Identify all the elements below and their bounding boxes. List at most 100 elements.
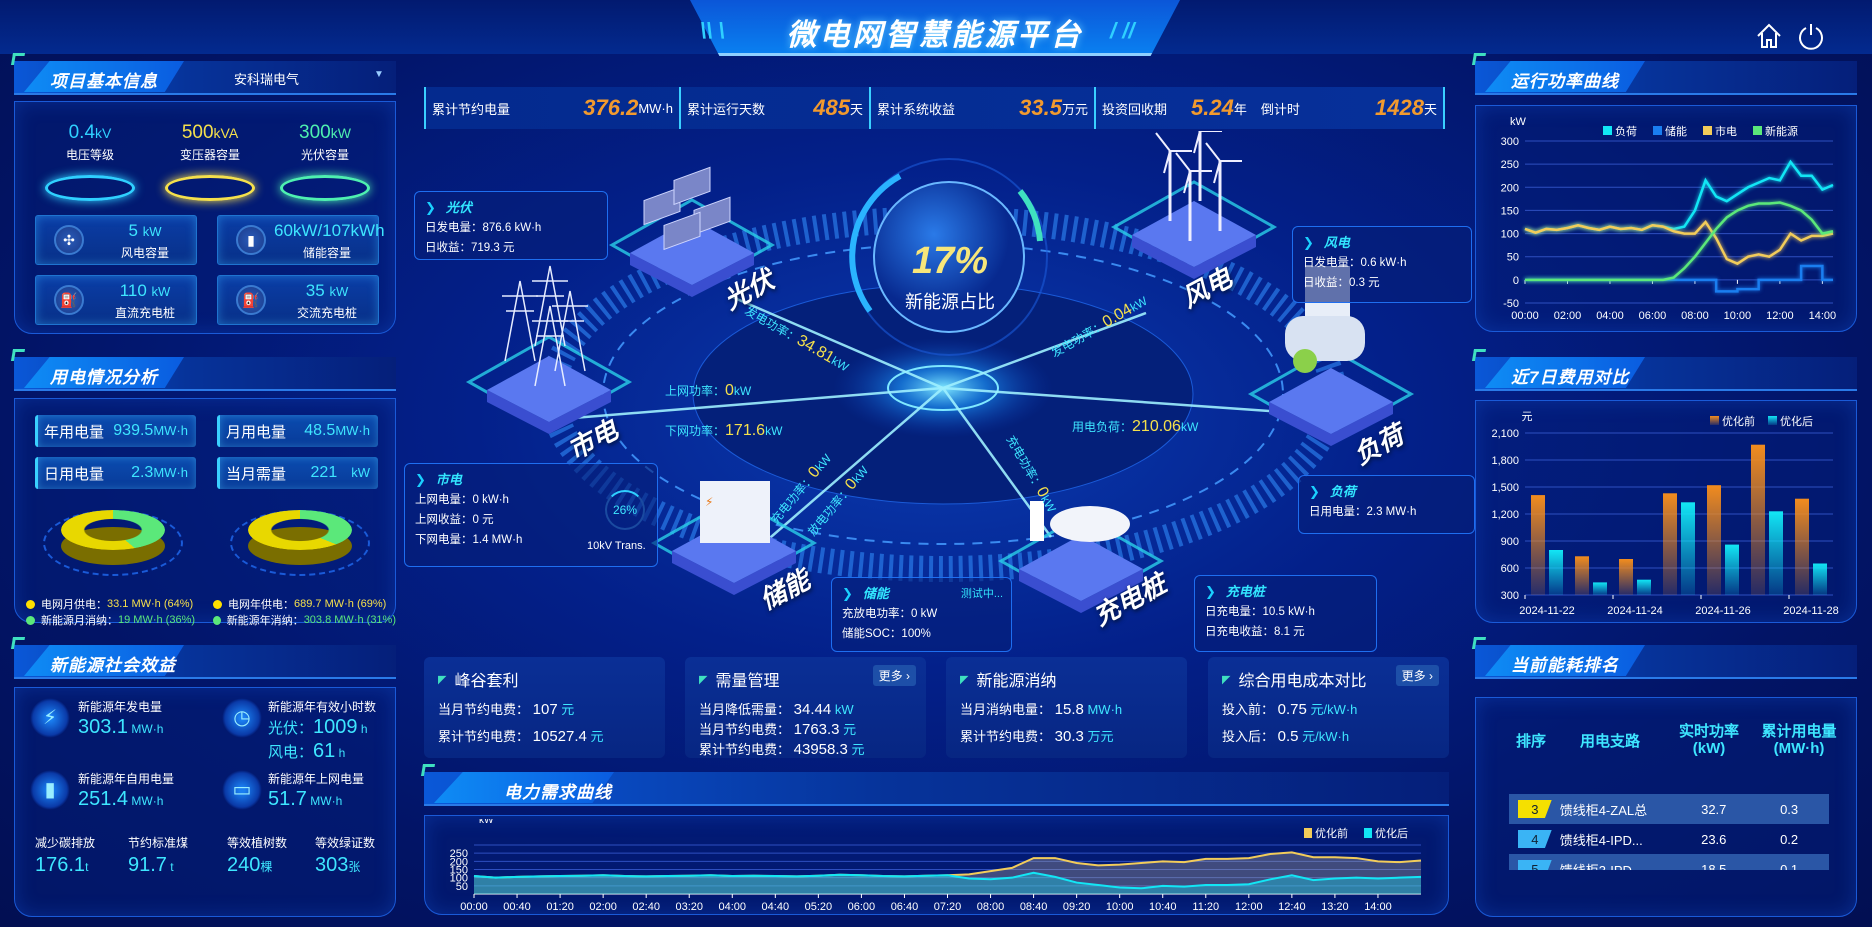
x-tick-label: 2024-11-22 bbox=[1519, 605, 1574, 617]
series-line-0 bbox=[1524, 159, 1834, 234]
x-tick-label: 06:00 bbox=[1639, 310, 1667, 322]
x-tick-label: 10:00 bbox=[1106, 901, 1134, 913]
bar bbox=[1751, 444, 1765, 595]
bar bbox=[1707, 485, 1721, 595]
x-tick-label: 2024-11-28 bbox=[1783, 605, 1838, 617]
card-row: 累计节约电费： 10527.4 元 bbox=[438, 728, 604, 745]
transmission-tower-icon bbox=[502, 265, 588, 387]
y-tick-label: 1,200 bbox=[1491, 509, 1519, 521]
bar bbox=[1813, 563, 1827, 595]
table-row[interactable]: 4 馈线柜4-IPD... 23.6 0.2 bbox=[1509, 824, 1829, 854]
bar bbox=[1769, 511, 1783, 595]
carbon-value: 176.1t bbox=[35, 854, 89, 876]
chevron-right-icon: ❯ bbox=[1309, 484, 1320, 499]
kpi-payback: 投资回收期 5.24 年倒计时 1428 天 bbox=[1094, 87, 1445, 129]
legend-swatch bbox=[1364, 828, 1372, 838]
flow-line bbox=[763, 387, 944, 544]
bar bbox=[1663, 493, 1677, 595]
platform-top bbox=[1132, 201, 1256, 267]
energy-icon: ⚡ bbox=[30, 698, 70, 738]
x-tick-label: 00:00 bbox=[460, 901, 488, 913]
x-tick-label: 10:40 bbox=[1149, 901, 1177, 913]
power-chart: -50 0 50 100 150 200 250 300 kW 00:00 02:00 04:00 06… bbox=[1501, 116, 1837, 322]
chevron-down-icon[interactable]: ▼ bbox=[374, 69, 384, 80]
series-line-3 bbox=[1525, 201, 1834, 282]
capacity-card: ⛽ 35 kW 交流充电桩 bbox=[217, 275, 379, 325]
more-button[interactable]: 更多 › bbox=[872, 665, 916, 686]
bar bbox=[1637, 579, 1651, 595]
gen-value: 303.1 MW·h bbox=[78, 716, 164, 738]
card-row: 当月节约电费： 1763.3 元 bbox=[699, 721, 857, 738]
legend-label: 市电 bbox=[1715, 124, 1737, 138]
series-line-2 bbox=[1524, 219, 1834, 266]
ranking-header: 排序 用电支路 实时功率 (kW) 累计用电量 (MW·h) bbox=[1515, 723, 1837, 757]
tree-value: 240棵 bbox=[227, 854, 273, 876]
x-tick-label: 13:20 bbox=[1321, 901, 1349, 913]
tree-label: 等效植树数 bbox=[227, 836, 288, 850]
x-tick-label: 05:20 bbox=[805, 901, 833, 913]
orb-arc bbox=[1017, 189, 1043, 242]
legend-dot-icon bbox=[26, 615, 35, 625]
platform-top bbox=[1019, 535, 1143, 601]
legend-dot-icon bbox=[213, 599, 222, 609]
charger-icon: ⛽ bbox=[54, 285, 84, 315]
capacity-card: ⛽ 110 kW 直流充电桩 bbox=[35, 275, 197, 325]
more-button[interactable]: 更多 › bbox=[1395, 665, 1439, 686]
card-row: 当月节约电费： 107 元 bbox=[438, 701, 575, 718]
platform-side bbox=[630, 253, 754, 297]
donut-legend-renew: 新能源年消纳： 303.8 MW·h (31%) bbox=[213, 612, 396, 628]
y-tick-label: 150 bbox=[450, 865, 468, 877]
company-selector[interactable]: 安科瑞电气 bbox=[234, 72, 300, 87]
usage-stat: 年用电量 939.5MW·h bbox=[35, 415, 196, 447]
legend-label: 新能源 bbox=[1765, 124, 1798, 138]
y-tick-label: 1,800 bbox=[1491, 455, 1519, 467]
home-icon[interactable] bbox=[1755, 22, 1783, 50]
carbon-label: 减少碳排放 bbox=[35, 836, 96, 850]
series-area-1 bbox=[474, 872, 1421, 894]
x-tick-label: 02:00 bbox=[589, 901, 617, 913]
platform-side bbox=[1269, 402, 1393, 446]
bar bbox=[1681, 502, 1695, 595]
up-label: 新能源年上网电量 bbox=[268, 772, 365, 786]
table-row[interactable]: 5 馈线柜3-IPD... 18.5 0.1 bbox=[1509, 854, 1829, 870]
title-banner bbox=[690, 0, 1180, 56]
legend-swatch bbox=[1653, 126, 1662, 135]
battery-icon: ▮ bbox=[236, 225, 266, 255]
kpi-run-days: 累计运行天数 485 天 bbox=[679, 87, 869, 129]
y-tick-label: 100 bbox=[450, 873, 468, 885]
table-row[interactable]: 3 馈线柜4-ZAL总 32.7 0.3 bbox=[1509, 794, 1829, 824]
summary-card: ◤ 需量管理 更多 › 当月降低需量： 34.44 kW 当月节约电费： 1763.3 … bbox=[685, 657, 926, 758]
bar bbox=[1549, 550, 1563, 595]
y-tick-label: 900 bbox=[1501, 536, 1519, 548]
x-tick-label: 09:20 bbox=[1063, 901, 1091, 913]
y-tick-label: 250 bbox=[450, 848, 468, 860]
card-row: 投入前： 0.75 元/kW·h bbox=[1222, 701, 1358, 718]
x-tick-label: 07:20 bbox=[934, 901, 962, 913]
flow-grid-up: 上网功率：0kW bbox=[665, 382, 752, 399]
x-tick-label: 08:40 bbox=[1020, 901, 1048, 913]
ranking-table[interactable]: 排序 用电支路 实时功率 (kW) 累计用电量 (MW·h) 3 馈线柜4-ZAL总 32.… bbox=[1475, 710, 1857, 870]
info-box-storage: ❯ 储能 测试中... 充放电功率：0 kW 储能SOC：100% bbox=[831, 577, 1012, 652]
donut-legend-grid: 电网月供电： 33.1 MW·h (64%) bbox=[26, 596, 193, 612]
section-header-project: 项目基本信息 安科瑞电气 ▼ bbox=[10, 53, 396, 97]
y-tick-label: 600 bbox=[1501, 563, 1519, 575]
x-tick-label: 04:00 bbox=[1596, 310, 1624, 322]
info-box-grid: ❯ 市电 上网电量：0 kW·h 上网收益：0 元下网电量：1.4 MW·h 26% … bbox=[404, 463, 658, 567]
platform-top bbox=[487, 356, 611, 422]
cert-value: 303张 bbox=[315, 854, 361, 876]
self-label: 新能源年自用电量 bbox=[78, 772, 175, 786]
power-icon[interactable] bbox=[1797, 22, 1825, 50]
battery-container-icon: ⚡ bbox=[700, 481, 770, 543]
bar bbox=[1619, 559, 1633, 595]
title-decoration: / // bbox=[1110, 18, 1135, 43]
series-line-1 bbox=[473, 871, 1422, 890]
x-tick-label: 06:40 bbox=[891, 901, 919, 913]
platform-side bbox=[1019, 569, 1143, 613]
card-row: 累计节约电费： 30.3 万元 bbox=[960, 728, 1114, 745]
renewable-ratio-value: 17% bbox=[911, 240, 989, 282]
x-tick-label: 14:00 bbox=[1809, 310, 1837, 322]
info-box-pv: ❯ 光伏 日发电量：876.6 kW·h 日收益：719.3 元 bbox=[414, 191, 608, 260]
y-tick-label: 200 bbox=[1501, 182, 1519, 194]
x-tick-label: 08:00 bbox=[1681, 310, 1709, 322]
